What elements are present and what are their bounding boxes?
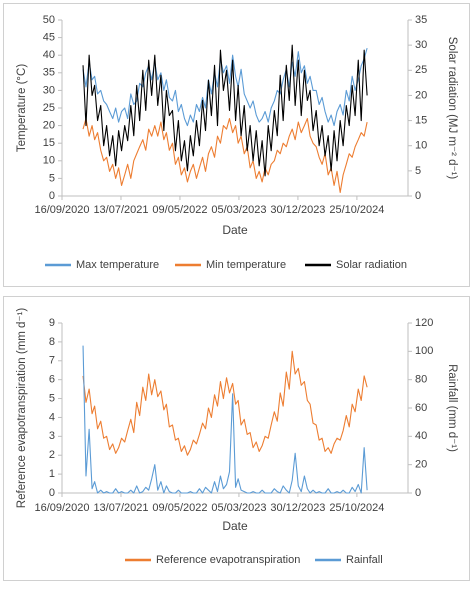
legend-label: Min temperature [206,259,286,271]
x-axis-title: Date [222,519,248,533]
y2-tick-label: 20 [415,89,427,101]
legend-label: Max temperature [76,259,159,271]
y2-tick-label: 20 [415,459,427,471]
x-axis-title: Date [222,223,248,237]
data-line [82,350,368,456]
panel-frame [3,296,470,581]
y-tick-label: 7 [49,355,55,367]
y-tick-label: 20 [43,120,55,132]
y2-tick-label: 10 [415,140,427,152]
x-tick-label: 13/07/2021 [93,204,148,216]
x-tick-label: 05/03/2023 [211,204,266,216]
legend-label: Solar radiation [336,259,407,271]
x-tick-label: 05/03/2023 [211,502,266,514]
y-tick-label: 0 [49,487,55,499]
y-tick-label: 2 [49,449,55,461]
y-tick-label: 8 [49,336,55,348]
y-tick-label: 5 [49,172,55,184]
y-tick-label: 6 [49,374,55,386]
y-tick-label: 35 [43,67,55,79]
y2-tick-label: 40 [415,430,427,442]
y-tick-label: 10 [43,155,55,167]
data-line [82,44,368,177]
x-tick-label: 30/12/2023 [270,502,325,514]
y2-tick-label: 15 [415,114,427,126]
y2-tick-label: 100 [415,345,433,357]
x-tick-label: 25/10/2024 [329,204,384,216]
y-tick-label: 9 [49,317,55,329]
x-tick-label: 09/05/2022 [152,204,207,216]
y2-tick-label: 25 [415,64,427,76]
y2-axis-title: Solar radiation (MJ m⁻² d⁻¹) [446,37,458,180]
y-tick-label: 40 [43,49,55,61]
y2-tick-label: 30 [415,39,427,51]
y-tick-label: 50 [43,14,55,26]
y2-axis-title: Rainfall (mm d⁻¹) [446,364,458,452]
y-tick-label: 3 [49,430,55,442]
legend-label: Rainfall [346,554,383,566]
y2-tick-label: 5 [415,165,421,177]
x-tick-label: 09/05/2022 [152,502,207,514]
y-tick-label: 4 [49,411,55,423]
data-line [82,345,368,494]
y-tick-label: 25 [43,102,55,114]
y2-tick-label: 35 [415,14,427,26]
y-tick-label: 15 [43,137,55,149]
y-tick-label: 0 [49,190,55,202]
y2-tick-label: 60 [415,402,427,414]
x-tick-label: 30/12/2023 [270,204,325,216]
x-tick-label: 25/10/2024 [329,502,384,514]
x-tick-label: 13/07/2021 [93,502,148,514]
y2-tick-label: 80 [415,374,427,386]
panel-frame [3,3,470,287]
y-tick-label: 45 [43,32,55,44]
data-line [82,118,368,194]
y-tick-label: 5 [49,392,55,404]
x-tick-label: 16/09/2020 [34,502,89,514]
y-axis-title: Temperature (°C) [16,64,28,152]
legend-label: Reference evapotranspiration [156,554,300,566]
y-axis-title: Reference evapotranspiration (mm d⁻¹) [16,308,28,509]
y2-tick-label: 120 [415,317,433,329]
x-tick-label: 16/09/2020 [34,204,89,216]
y-tick-label: 1 [49,468,55,480]
y-tick-label: 30 [43,84,55,96]
data-line [82,48,368,127]
y2-tick-label: 0 [415,487,421,499]
y2-tick-label: 0 [415,190,421,202]
